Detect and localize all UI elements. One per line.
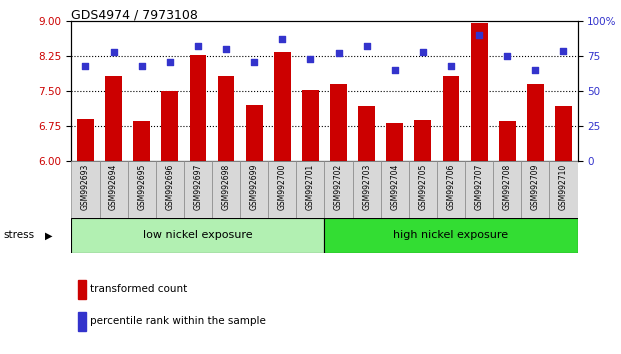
Bar [550, 161, 578, 218]
Point [165, 59, 175, 65]
Text: GSM992706: GSM992706 [446, 164, 455, 210]
Point [390, 67, 400, 73]
Bar [184, 161, 212, 218]
Bar [324, 161, 353, 218]
Text: ▶: ▶ [45, 230, 52, 240]
Bar [156, 161, 184, 218]
Text: GSM992703: GSM992703 [362, 164, 371, 210]
Point [361, 44, 371, 49]
Bar [78, 280, 86, 299]
Text: transformed count: transformed count [90, 284, 188, 294]
Bar [246, 105, 263, 161]
Text: GSM992702: GSM992702 [334, 164, 343, 210]
Text: low nickel exposure: low nickel exposure [143, 230, 253, 240]
Point [530, 67, 540, 73]
Point [306, 56, 315, 62]
Bar [499, 121, 515, 161]
Bar [189, 55, 206, 161]
Bar [330, 84, 347, 161]
Text: GSM992708: GSM992708 [503, 164, 512, 210]
Text: GSM992696: GSM992696 [165, 164, 175, 210]
Text: GSM992707: GSM992707 [474, 164, 484, 210]
Point [418, 49, 428, 55]
Bar [465, 161, 493, 218]
Bar [555, 106, 572, 161]
Point [109, 49, 119, 55]
Text: GSM992700: GSM992700 [278, 164, 287, 210]
Point [137, 63, 147, 69]
Bar [77, 119, 94, 161]
Text: GSM992694: GSM992694 [109, 164, 118, 210]
Point [558, 48, 568, 53]
Text: GSM992693: GSM992693 [81, 164, 90, 210]
Bar [128, 161, 156, 218]
Bar [105, 76, 122, 161]
Bar [240, 161, 268, 218]
Text: GSM992701: GSM992701 [306, 164, 315, 210]
Text: GSM992710: GSM992710 [559, 164, 568, 210]
Point [333, 51, 343, 56]
Bar [134, 120, 150, 161]
Point [474, 33, 484, 38]
Point [221, 46, 231, 52]
Bar [386, 123, 403, 161]
Text: GSM992695: GSM992695 [137, 164, 146, 210]
Point [446, 63, 456, 69]
Text: GSM992697: GSM992697 [194, 164, 202, 210]
Bar [493, 161, 521, 218]
Point [193, 44, 203, 49]
Bar [381, 161, 409, 218]
Bar [71, 161, 99, 218]
Bar [212, 161, 240, 218]
Bar [527, 84, 544, 161]
Bar [99, 161, 128, 218]
Text: GSM992704: GSM992704 [390, 164, 399, 210]
Bar [324, 218, 578, 253]
Point [249, 59, 259, 65]
Bar [78, 312, 86, 331]
Bar [296, 161, 324, 218]
Bar [161, 91, 178, 161]
Bar [353, 161, 381, 218]
Bar [274, 52, 291, 161]
Text: GSM992698: GSM992698 [222, 164, 230, 210]
Text: high nickel exposure: high nickel exposure [394, 230, 509, 240]
Bar [302, 90, 319, 161]
Bar [409, 161, 437, 218]
Bar [217, 76, 235, 161]
Bar [268, 161, 296, 218]
Text: stress: stress [3, 230, 34, 240]
Text: GSM992699: GSM992699 [250, 164, 259, 210]
Point [278, 36, 288, 42]
Bar [358, 106, 375, 161]
Bar [471, 23, 487, 161]
Bar [71, 218, 324, 253]
Point [502, 53, 512, 59]
Bar [443, 76, 460, 161]
Bar [437, 161, 465, 218]
Bar [521, 161, 550, 218]
Text: GSM992705: GSM992705 [419, 164, 427, 210]
Point [81, 63, 91, 69]
Bar [414, 120, 432, 161]
Text: GDS4974 / 7973108: GDS4974 / 7973108 [71, 9, 198, 22]
Text: percentile rank within the sample: percentile rank within the sample [90, 316, 266, 326]
Text: GSM992709: GSM992709 [531, 164, 540, 210]
